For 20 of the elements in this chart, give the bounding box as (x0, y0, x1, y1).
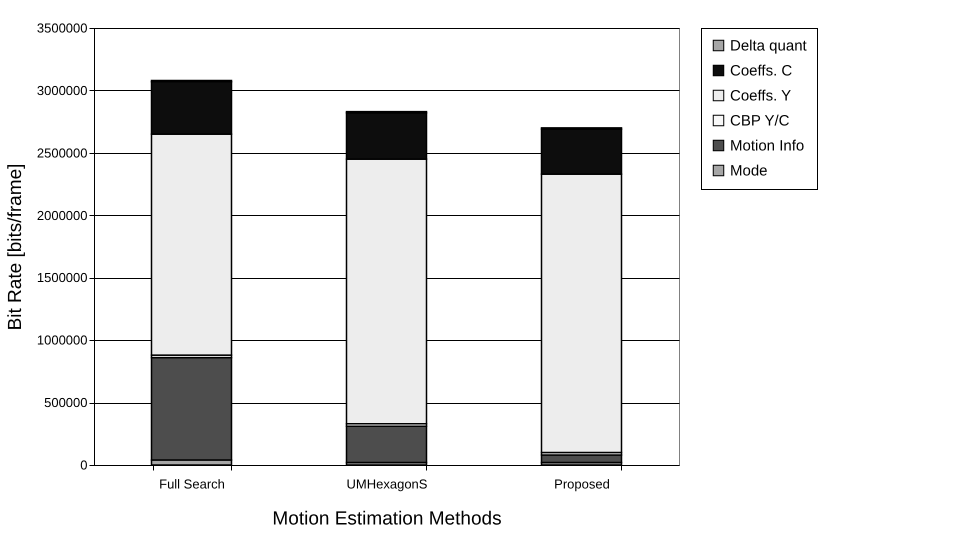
x-tick-label: UMHexagonS (346, 476, 428, 492)
legend-label: Motion Info (730, 138, 804, 154)
legend-label: Coeffs. Y (730, 88, 792, 104)
x-axis-title: Motion Estimation Methods (272, 508, 502, 530)
y-tick-label: 0 (80, 458, 88, 472)
y-tick-label: 2500000 (36, 145, 88, 160)
legend-label: Coeffs. C (730, 62, 792, 80)
y-tick-label: 3000000 (36, 82, 88, 98)
y-axis-title: Bit Rate [bits/frame] (4, 164, 26, 330)
legend-label: CBP Y/C (730, 112, 790, 130)
y-tick-label: 500000 (44, 395, 88, 410)
y-tick-label: 2000000 (36, 208, 88, 223)
y-tick-label: 3500000 (36, 20, 88, 36)
y-tick-label: 1500000 (36, 270, 88, 286)
bar (346, 426, 428, 464)
legend-label: Mode (730, 162, 768, 180)
legend-label: Delta quant (730, 38, 808, 54)
x-tick-label: Proposed (554, 476, 610, 492)
x-tick-label: Full Search (159, 476, 225, 492)
y-tick-label: 1000000 (36, 332, 88, 348)
